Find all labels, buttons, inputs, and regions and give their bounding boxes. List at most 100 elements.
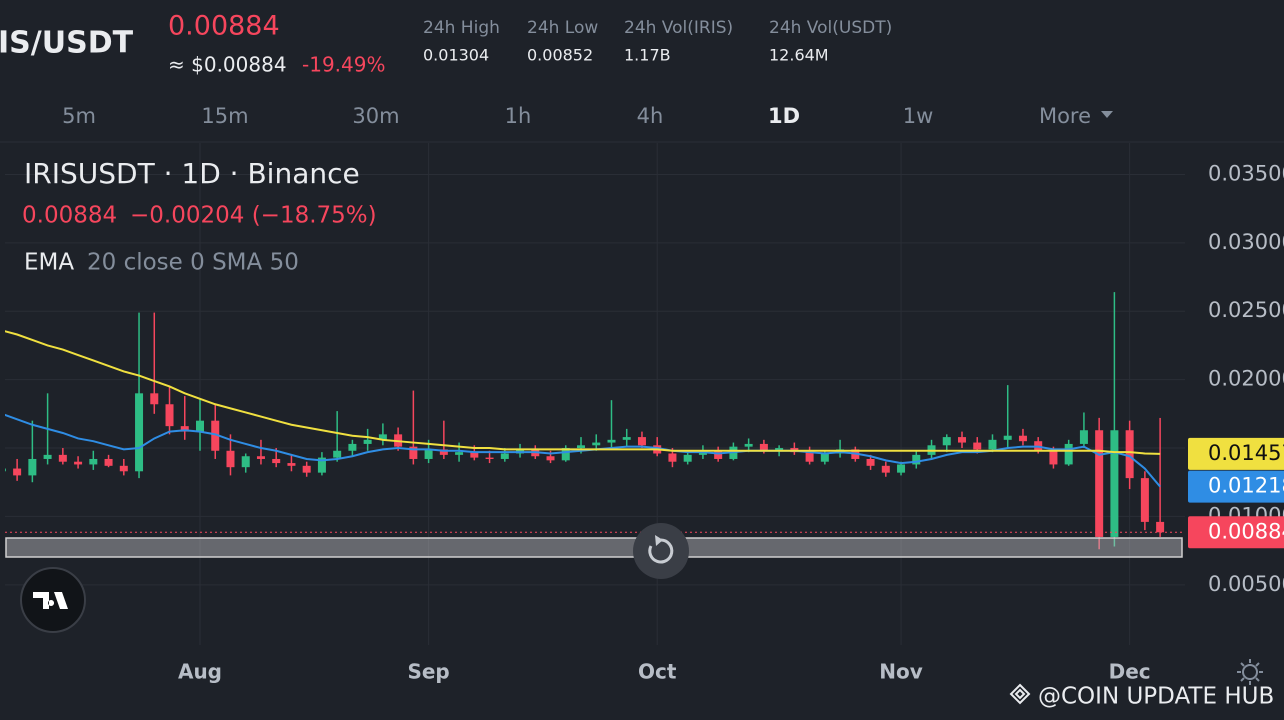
sun[interactable] bbox=[1242, 664, 1258, 680]
candle-body bbox=[912, 454, 921, 465]
legend-last: 0.00884 bbox=[22, 203, 117, 229]
interval-tab[interactable]: 1w bbox=[903, 104, 934, 128]
candle-body bbox=[607, 439, 616, 443]
x-tick-label: Nov bbox=[879, 660, 923, 684]
interval-tab[interactable]: 1h bbox=[505, 104, 532, 128]
candle-body bbox=[546, 456, 555, 461]
candle-body bbox=[287, 463, 296, 466]
interval-tabs[interactable]: 5m 15m 30m 1h 4h 1D 1w More bbox=[62, 104, 1091, 128]
interval-tab[interactable]: 4h bbox=[637, 104, 664, 128]
price-tag-label: 0.01218 bbox=[1208, 474, 1284, 498]
candle-body bbox=[1095, 430, 1104, 537]
candle-body bbox=[973, 442, 982, 450]
candle-body bbox=[13, 468, 22, 476]
plot bbox=[5, 292, 1185, 550]
reset-button[interactable] bbox=[633, 523, 689, 579]
price-tag bbox=[1188, 437, 1284, 470]
more-caret[interactable] bbox=[1101, 111, 1113, 118]
candle-body bbox=[500, 453, 509, 459]
candle-body bbox=[622, 437, 631, 440]
x-tick-label: Oct bbox=[638, 660, 677, 684]
candle-body bbox=[1156, 521, 1165, 533]
candle-body bbox=[577, 445, 585, 449]
indicator-line bbox=[5, 413, 1161, 488]
stat-label: 24h Low bbox=[527, 18, 598, 38]
candle-body bbox=[302, 465, 311, 473]
price-tag bbox=[1188, 470, 1284, 503]
candle-body bbox=[5, 468, 6, 472]
candle-body bbox=[119, 465, 128, 472]
price-tag-label: 0.00884 bbox=[1208, 519, 1284, 543]
legend-indicator: EMA bbox=[24, 250, 74, 276]
price-tag bbox=[1188, 516, 1284, 549]
logo-circle[interactable] bbox=[20, 567, 86, 633]
candle-body bbox=[89, 458, 98, 465]
interval-tab[interactable]: 1D bbox=[768, 104, 800, 128]
stat-value: 0.00852 bbox=[527, 46, 593, 65]
candle-body bbox=[211, 420, 220, 451]
candle-body bbox=[1003, 435, 1012, 440]
candle-body bbox=[775, 448, 784, 451]
candle-body bbox=[1064, 443, 1073, 465]
candle-body bbox=[942, 437, 951, 446]
legend-symbol: IRISUSDT · 1D · Binance bbox=[24, 157, 360, 190]
candle-body bbox=[485, 457, 494, 459]
range-selector[interactable] bbox=[5, 537, 1183, 558]
reset-circle[interactable] bbox=[633, 523, 689, 579]
candle-body bbox=[104, 458, 113, 466]
interval-tab[interactable]: 5m bbox=[62, 104, 96, 128]
reset-icon bbox=[648, 538, 674, 564]
candle-body bbox=[820, 453, 829, 462]
candle-body bbox=[150, 393, 159, 405]
candle-body bbox=[988, 439, 997, 450]
settings-icon[interactable] bbox=[1237, 659, 1263, 685]
interval-tab[interactable]: More bbox=[1039, 104, 1091, 128]
x-tick-label: Sep bbox=[407, 660, 449, 684]
candle-body bbox=[196, 420, 204, 432]
sun-rays bbox=[1237, 659, 1263, 685]
price-tags: 0.01457 0.01218 0.00884 bbox=[1188, 437, 1284, 549]
reset-arrow bbox=[655, 535, 663, 546]
candle-body bbox=[241, 456, 250, 468]
watermark-icon bbox=[1009, 683, 1031, 705]
change: -19.49% bbox=[302, 53, 385, 77]
grid bbox=[5, 143, 1185, 645]
interval-tab[interactable]: 30m bbox=[352, 104, 399, 128]
interval-tab[interactable]: 15m bbox=[201, 104, 248, 128]
candle-body bbox=[180, 426, 189, 432]
candle-body bbox=[1140, 478, 1149, 522]
stat-value: 0.01304 bbox=[423, 46, 489, 65]
usd-price: ≈ $0.00884 bbox=[168, 53, 287, 77]
candle-body bbox=[226, 450, 235, 468]
candle-body bbox=[363, 439, 372, 444]
candle-body bbox=[165, 404, 174, 427]
candle-body bbox=[43, 454, 52, 459]
candle-body bbox=[805, 452, 814, 462]
candle-body bbox=[348, 443, 357, 451]
stat-value: 1.17B bbox=[624, 46, 671, 65]
candle-body bbox=[378, 434, 387, 440]
stat-value: 12.64M bbox=[769, 46, 829, 65]
tv-logo[interactable] bbox=[20, 567, 86, 633]
legend-change: −0.00204 (−18.75%) bbox=[130, 203, 377, 229]
candle-body bbox=[424, 449, 433, 459]
candle-body bbox=[1018, 435, 1027, 442]
candle-body bbox=[439, 449, 448, 455]
x-tick-label: Aug bbox=[178, 660, 222, 684]
candle-body bbox=[592, 442, 601, 446]
candle-body bbox=[561, 448, 570, 461]
candle-body bbox=[28, 458, 37, 476]
price: 0.00884 bbox=[168, 11, 280, 42]
candle-body bbox=[897, 464, 906, 473]
candle-body bbox=[744, 443, 753, 447]
candle-body bbox=[58, 454, 67, 462]
stat-label: 24h Vol(USDT) bbox=[769, 18, 892, 38]
logo-glyph bbox=[33, 592, 68, 609]
candle-body bbox=[881, 465, 890, 473]
stats: 24h High 0.01304 24h Low 0.00852 24h Vol(IRI… bbox=[423, 18, 892, 65]
candle-body bbox=[1125, 430, 1134, 479]
